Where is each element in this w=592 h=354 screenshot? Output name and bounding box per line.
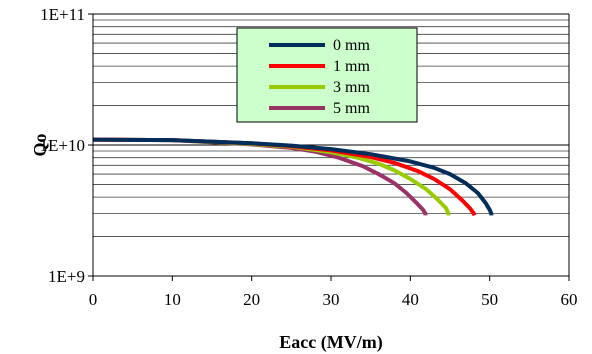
data-series — [92, 137, 494, 217]
y-axis-title: Qo — [30, 133, 50, 156]
legend-label: 0 mm — [333, 37, 370, 54]
legend-label: 5 mm — [333, 100, 370, 117]
legend-label: 3 mm — [333, 79, 370, 96]
x-tick-label: 40 — [402, 290, 419, 309]
y-tick-label: 1E+11 — [40, 5, 85, 24]
series-line — [92, 137, 494, 216]
x-axis-title: Eacc (MV/m) — [279, 332, 382, 353]
y-tick-label: 1E+9 — [48, 267, 85, 286]
x-tick-label: 10 — [164, 290, 181, 309]
legend-box — [236, 27, 418, 123]
tick-labels: 0 10 20 30 40 50 60 1E+9 1E+10 1E+11 — [40, 5, 578, 309]
x-tick-label: 60 — [561, 290, 578, 309]
legend-label: 1 mm — [333, 58, 370, 75]
y-tick-label: 1E+10 — [40, 136, 85, 155]
x-tick-label: 0 — [89, 290, 98, 309]
x-tick-label: 20 — [243, 290, 260, 309]
x-tick-label: 50 — [481, 290, 498, 309]
legend: 0 mm 1 mm 3 mm 5 mm — [236, 27, 418, 123]
x-tick-label: 30 — [323, 290, 340, 309]
axes — [88, 13, 570, 281]
